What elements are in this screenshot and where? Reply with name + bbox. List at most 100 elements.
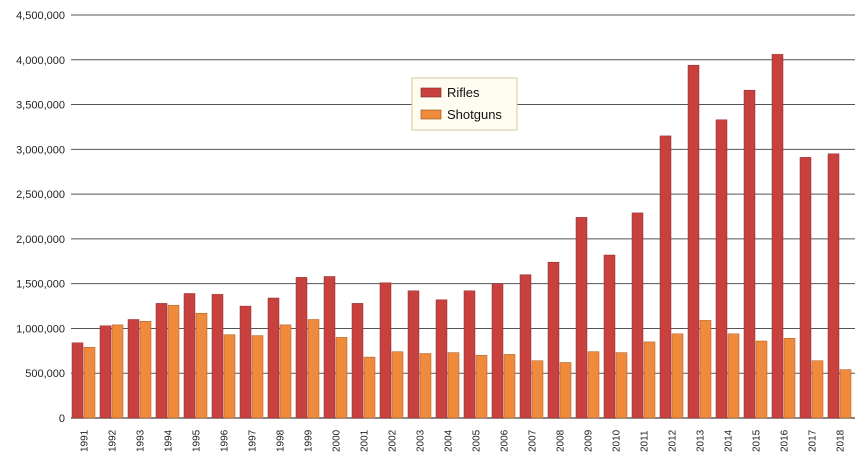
bar-shotguns-2015 (755, 340, 768, 419)
x-tick-label: 2017 (808, 429, 819, 452)
bar-rifles-1994 (155, 303, 168, 419)
x-tick-label: 1997 (248, 429, 259, 452)
bar-rifles-2009 (575, 217, 588, 419)
bar-shotguns-2012 (671, 333, 684, 419)
bar-rifles-2010 (603, 254, 616, 419)
bar-rifles-1991 (71, 342, 84, 419)
bar-shotguns-1998 (279, 324, 292, 419)
y-axis-tick-labels: 0 500,000 1,000,000 1,500,000 2,000,000 2,500… (16, 10, 65, 425)
bar-shotguns-2001 (363, 356, 376, 419)
bar-shotguns-2009 (587, 351, 600, 419)
x-tick-label: 1993 (136, 429, 147, 452)
bar-shotguns-1995 (195, 312, 208, 419)
bar-shotguns-2013 (699, 320, 712, 419)
x-tick-label: 2015 (752, 429, 763, 452)
x-tick-label: 2008 (556, 429, 567, 452)
legend-box (411, 77, 518, 131)
bar-rifles-1998 (267, 297, 280, 419)
bar-rifles-2007 (519, 274, 532, 419)
bar-rifles-2014 (715, 119, 728, 419)
bar-rifles-2006 (491, 283, 504, 419)
y-tick-label: 500,000 (25, 368, 65, 380)
x-tick-label: 2018 (836, 429, 847, 452)
x-tick-label: 1995 (192, 429, 203, 452)
bar-rifles-2008 (547, 261, 560, 419)
y-tick-label: 4,000,000 (16, 55, 65, 67)
legend-label-shotguns: Shotguns (447, 107, 502, 122)
x-tick-label: 1996 (220, 429, 231, 452)
bar-shotguns-1994 (167, 304, 180, 419)
bar-shotguns-2011 (643, 341, 656, 419)
x-tick-label: 2002 (388, 429, 399, 452)
x-tick-label: 2005 (472, 429, 483, 452)
legend-label-rifles: Rifles (447, 85, 480, 100)
x-tick-label: 2011 (640, 430, 651, 452)
x-tick-label: 2009 (584, 429, 595, 452)
x-tick-label: 2016 (780, 429, 791, 452)
bar-shotguns-1999 (307, 319, 320, 419)
bar-shotguns-2007 (531, 360, 544, 419)
x-tick-label: 2004 (444, 429, 455, 452)
y-tick-label: 3,000,000 (16, 144, 65, 156)
bar-shotguns-2002 (391, 351, 404, 419)
bar-shotguns-2016 (783, 338, 796, 419)
bar-shotguns-2000 (335, 337, 348, 419)
bar-rifles-1997 (239, 305, 252, 419)
bar-shotguns-2018 (839, 369, 852, 419)
x-tick-label: 2014 (724, 429, 735, 452)
bar-shotguns-2006 (503, 354, 516, 419)
bar-rifles-2000 (323, 276, 336, 419)
bar-rifles-1995 (183, 293, 196, 419)
bar-shotguns-2008 (559, 362, 572, 419)
x-axis-tick-labels: 1991 1992 1993 1994 1995 1996 1997 1998 1999 2000… (80, 429, 847, 452)
bar-rifles-1993 (127, 319, 140, 419)
x-tick-label: 2003 (416, 429, 427, 452)
x-tick-label: 2012 (668, 429, 679, 452)
legend-swatch-shotguns (420, 109, 442, 120)
y-tick-label: 4,500,000 (16, 10, 65, 22)
bar-shotguns-1993 (139, 321, 152, 419)
bar-shotguns-2010 (615, 352, 628, 419)
bar-shotguns-1992 (111, 324, 124, 419)
y-tick-label: 2,500,000 (16, 189, 65, 201)
bar-rifles-2015 (743, 89, 756, 419)
x-tick-label: 2013 (696, 429, 707, 452)
bar-shotguns-2017 (811, 360, 824, 419)
bar-shotguns-1991 (83, 347, 96, 419)
bar-rifles-2005 (463, 290, 476, 419)
legend-swatch-rifles (420, 87, 442, 98)
bar-rifles-2017 (799, 157, 812, 419)
bar-rifles-2016 (771, 54, 784, 419)
bar-shotguns-2014 (727, 333, 740, 419)
x-tick-label: 1998 (276, 429, 287, 452)
y-tick-label: 1,000,000 (16, 323, 65, 335)
y-tick-label: 0 (59, 413, 65, 425)
bar-shotguns-2005 (475, 355, 488, 419)
bar-rifles-2012 (659, 135, 672, 419)
bar-rifles-2018 (827, 153, 840, 419)
bar-rifles-2004 (435, 299, 448, 419)
bar-shotguns-2004 (447, 352, 460, 419)
bar-shotguns-2003 (419, 353, 432, 419)
x-tick-label: 2010 (612, 429, 623, 452)
x-tick-label: 2000 (332, 429, 343, 452)
y-tick-label: 3,500,000 (16, 100, 65, 112)
bar-rifles-1996 (211, 294, 224, 419)
bar-shotguns-1997 (251, 335, 264, 419)
bar-rifles-2011 (631, 212, 644, 419)
bar-rifles-2003 (407, 290, 420, 419)
bar-rifles-2001 (351, 303, 364, 419)
x-tick-label: 1991 (80, 429, 91, 452)
bar-rifles-1992 (99, 325, 112, 419)
y-tick-label: 1,500,000 (16, 279, 65, 291)
bar-rifles-2002 (379, 282, 392, 419)
bar-shotguns-1996 (223, 334, 236, 419)
bar-rifles-2013 (687, 64, 700, 419)
x-tick-label: 2006 (500, 429, 511, 452)
x-tick-label: 1999 (304, 429, 315, 452)
x-tick-label: 1994 (164, 429, 175, 452)
x-tick-label: 2007 (528, 429, 539, 452)
legend: Rifles Shotguns (411, 77, 518, 131)
x-tick-label: 1992 (108, 429, 119, 452)
